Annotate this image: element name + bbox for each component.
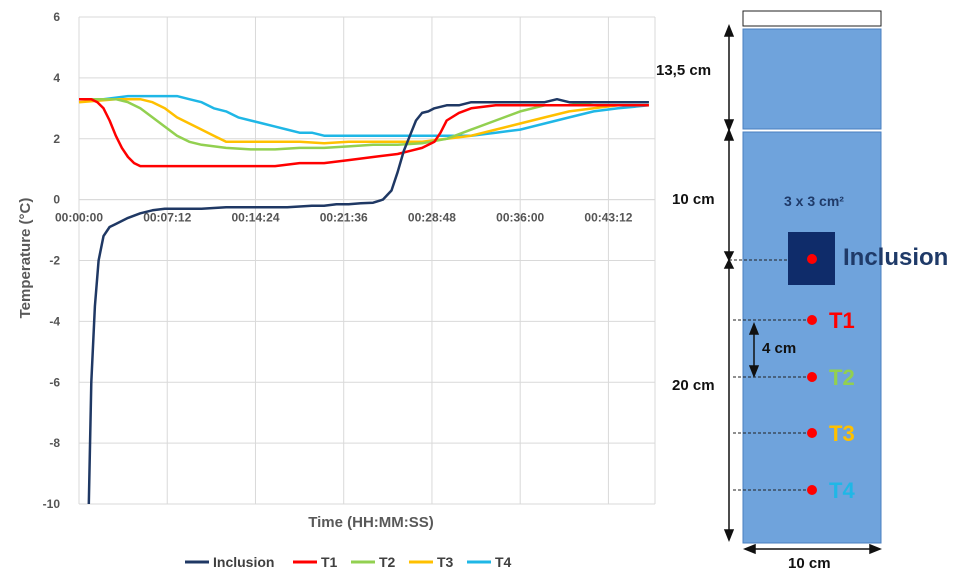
height-dimension-arrows — [723, 23, 883, 555]
series-line-t1 — [79, 97, 649, 168]
t2-sensor-dot — [807, 372, 817, 382]
t4-label: T4 — [829, 478, 855, 503]
x-tick-label: 00:36:00 — [496, 211, 544, 225]
legend-label-t2: T2 — [379, 554, 396, 570]
x-tick-label: 00:00:00 — [55, 211, 103, 225]
x-tick-label: 00:43:12 — [584, 211, 632, 225]
series-lines — [78, 94, 650, 505]
y-tick-label: -4 — [49, 314, 60, 328]
x-tick-label: 00:28:48 — [408, 211, 456, 225]
series-line-inclusion — [87, 97, 649, 505]
y-tick-label: 4 — [53, 71, 60, 85]
x-tick-label: 00:07:12 — [143, 211, 191, 225]
series-line-t2 — [79, 97, 649, 151]
legend-label-t1: T1 — [321, 554, 338, 570]
chart-legend: Inclusion T1 T2 T3 T4 — [185, 554, 512, 570]
y-tick-label: -10 — [43, 497, 61, 511]
inclusion-label: Inclusion — [843, 244, 948, 271]
t4-sensor-dot — [807, 485, 817, 495]
upper-spacing-label: 10 cm — [672, 191, 715, 208]
top-strip — [742, 10, 882, 27]
y-tick-label: 2 — [53, 132, 60, 146]
series-line-t4 — [79, 94, 650, 137]
x-tick-label: 00:21:36 — [320, 211, 368, 225]
legend-label-t3: T3 — [437, 554, 454, 570]
t3-sensor-dot — [807, 428, 817, 438]
y-tick-label: -6 — [49, 375, 60, 389]
series-line-t3 — [78, 97, 649, 145]
upper-block — [742, 28, 882, 130]
y-tick-label: -8 — [49, 436, 60, 450]
y-axis-title: Temperature (°C) — [17, 198, 34, 319]
inclusion-sensor-dot — [807, 254, 817, 264]
lower-section-label: 20 cm — [672, 377, 715, 394]
lower-block — [742, 131, 882, 544]
t1-label: T1 — [829, 308, 855, 333]
sensor-level-lines — [729, 259, 812, 491]
sensor-spacing-label: 4 cm — [762, 340, 796, 357]
temperature-chart: 6 4 2 0 -2 -4 -6 -8 -10 00:00:00 00:07:12 00:14:24… — [17, 10, 656, 570]
inclusion-size-label: 3 x 3 cm² — [784, 193, 844, 209]
top-height-label: 13,5 cm — [656, 62, 711, 79]
width-label: 10 cm — [788, 555, 831, 571]
legend-label-inclusion: Inclusion — [213, 554, 274, 570]
legend-label-t4: T4 — [495, 554, 512, 570]
y-tick-label: 0 — [53, 193, 60, 207]
t3-label: T3 — [829, 421, 855, 446]
column-diagram: 3 x 3 cm² Inclusion T1 T2 T3 T4 13,5 cm … — [656, 10, 948, 571]
y-tick-labels: 6 4 2 0 -2 -4 -6 -8 -10 — [43, 10, 61, 511]
y-tick-label: -2 — [49, 254, 60, 268]
grid-lines — [78, 16, 656, 505]
x-tick-labels: 00:00:00 00:07:12 00:14:24 00:21:36 00:28:48… — [55, 211, 633, 225]
t1-sensor-dot — [807, 315, 817, 325]
x-axis-title: Time (HH:MM:SS) — [308, 514, 434, 531]
t2-label: T2 — [829, 365, 855, 390]
y-tick-label: 6 — [53, 10, 60, 24]
x-tick-label: 00:14:24 — [231, 211, 279, 225]
